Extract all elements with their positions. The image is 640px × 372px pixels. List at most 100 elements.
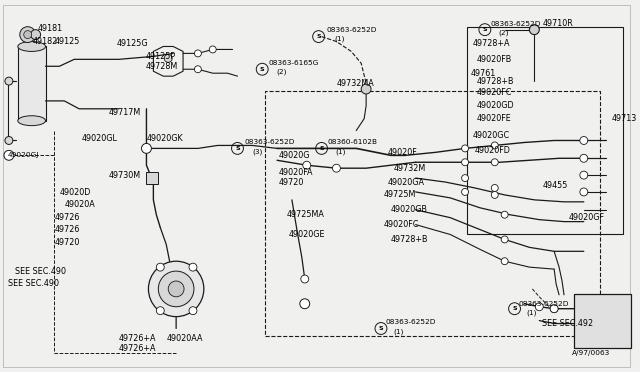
Text: SEE SEC.490: SEE SEC.490 <box>15 267 66 276</box>
Circle shape <box>148 261 204 317</box>
Circle shape <box>164 54 172 62</box>
Text: (2): (2) <box>276 69 287 76</box>
Text: 49720: 49720 <box>279 177 305 186</box>
Circle shape <box>156 263 164 271</box>
Text: 49020GK: 49020GK <box>147 134 183 143</box>
Circle shape <box>5 77 13 85</box>
Text: 49726+A: 49726+A <box>119 334 156 343</box>
Circle shape <box>461 174 468 182</box>
Text: 49020GJ: 49020GJ <box>8 152 39 158</box>
Text: 49020F: 49020F <box>388 148 418 157</box>
Text: (1): (1) <box>335 148 346 155</box>
Text: 49020GC: 49020GC <box>473 131 510 140</box>
Bar <box>467 27 623 234</box>
Text: S: S <box>260 67 264 72</box>
Text: 49020FA: 49020FA <box>279 168 314 177</box>
Text: 49182: 49182 <box>33 37 58 46</box>
Circle shape <box>580 154 588 162</box>
Text: S: S <box>379 326 383 331</box>
Text: S: S <box>235 146 240 151</box>
Text: 49125G: 49125G <box>116 39 148 48</box>
Text: 49020FB: 49020FB <box>477 55 512 64</box>
Text: 49732MA: 49732MA <box>337 78 374 87</box>
Circle shape <box>303 161 310 169</box>
Circle shape <box>195 66 202 73</box>
Text: 49125: 49125 <box>54 37 80 46</box>
Bar <box>265 91 600 336</box>
Bar <box>147 172 158 184</box>
Bar <box>574 294 631 348</box>
Text: 49020GF: 49020GF <box>569 213 605 222</box>
Text: 49720: 49720 <box>54 238 80 247</box>
Text: SEE SEC.490: SEE SEC.490 <box>8 279 59 288</box>
Circle shape <box>580 137 588 144</box>
Text: (3): (3) <box>252 148 262 155</box>
Circle shape <box>492 185 498 192</box>
Text: 49726: 49726 <box>54 225 80 234</box>
Text: 49728+A: 49728+A <box>473 39 511 48</box>
Ellipse shape <box>18 42 45 51</box>
Circle shape <box>158 271 194 307</box>
Text: 49728+B: 49728+B <box>477 77 515 86</box>
Text: 49020GE: 49020GE <box>289 230 325 239</box>
Circle shape <box>31 30 40 39</box>
Text: (1): (1) <box>527 310 537 316</box>
Ellipse shape <box>18 116 45 126</box>
Text: 49725M: 49725M <box>384 190 416 199</box>
Text: 49020GA: 49020GA <box>388 177 425 186</box>
Circle shape <box>156 307 164 315</box>
Text: 49725MA: 49725MA <box>287 210 325 219</box>
Circle shape <box>580 171 588 179</box>
Text: 49726: 49726 <box>54 213 80 222</box>
Text: 49761: 49761 <box>471 69 496 78</box>
Text: 49020GB: 49020GB <box>391 205 428 214</box>
Text: 49726+A: 49726+A <box>119 344 156 353</box>
Text: 08363-6252D: 08363-6252D <box>244 140 295 145</box>
Circle shape <box>168 281 184 297</box>
Circle shape <box>209 46 216 53</box>
Text: 08360-6102B: 08360-6102B <box>328 140 378 145</box>
Text: A/97/0063: A/97/0063 <box>572 350 610 356</box>
Text: 49181: 49181 <box>38 24 63 33</box>
Circle shape <box>24 31 31 39</box>
Text: 49710R: 49710R <box>542 19 573 28</box>
Text: 49020A: 49020A <box>64 200 95 209</box>
Circle shape <box>492 159 498 166</box>
Circle shape <box>301 275 308 283</box>
Circle shape <box>461 189 468 195</box>
Text: 08363-6252D: 08363-6252D <box>326 27 377 33</box>
Circle shape <box>300 299 310 309</box>
Circle shape <box>580 188 588 196</box>
Text: (1): (1) <box>335 35 345 42</box>
Circle shape <box>550 305 558 312</box>
Circle shape <box>332 164 340 172</box>
Text: S: S <box>483 27 487 32</box>
Text: 08363-6252D: 08363-6252D <box>518 301 569 307</box>
Text: 49020FD: 49020FD <box>475 146 511 155</box>
Text: (1): (1) <box>394 328 404 335</box>
Circle shape <box>4 150 14 160</box>
Text: 49020D: 49020D <box>60 189 91 198</box>
Circle shape <box>461 159 468 166</box>
Circle shape <box>461 145 468 152</box>
Circle shape <box>550 305 558 312</box>
Text: 49713: 49713 <box>612 114 637 123</box>
Circle shape <box>492 142 498 149</box>
Circle shape <box>195 50 202 57</box>
Text: 49020FE: 49020FE <box>477 114 512 123</box>
Text: 49455: 49455 <box>542 180 568 189</box>
Text: 49020G: 49020G <box>279 151 310 160</box>
Circle shape <box>501 258 508 264</box>
Circle shape <box>492 192 498 198</box>
Text: 49020AA: 49020AA <box>166 334 203 343</box>
Circle shape <box>5 137 13 144</box>
Text: 49020FC: 49020FC <box>477 89 513 97</box>
Text: 49717M: 49717M <box>109 108 141 117</box>
Circle shape <box>361 84 371 94</box>
Text: 08363-6252D: 08363-6252D <box>491 21 541 27</box>
Circle shape <box>141 144 152 153</box>
Text: S: S <box>316 34 321 39</box>
Text: 49125P: 49125P <box>145 52 175 61</box>
Circle shape <box>535 303 543 311</box>
Text: 49732M: 49732M <box>394 164 426 173</box>
